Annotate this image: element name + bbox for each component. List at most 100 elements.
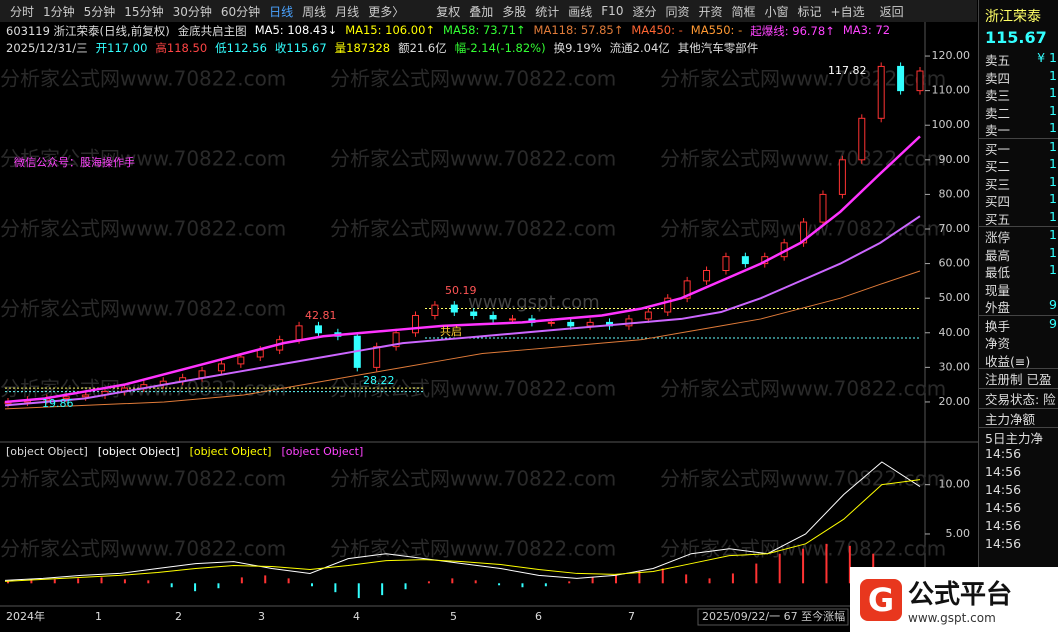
row-label: 换手 — [985, 318, 1011, 334]
candle — [237, 356, 245, 365]
watermark: 分析家公式网www.70822.com — [660, 377, 946, 401]
period-button[interactable]: 分时 — [10, 4, 35, 19]
back-button[interactable]: 返回 — [879, 4, 904, 19]
row-label: 买三 — [985, 176, 1011, 192]
quote-row: 现量 — [979, 280, 1058, 298]
row-label: 买二 — [985, 159, 1011, 174]
period-button[interactable]: 周线 — [302, 4, 327, 19]
tool-button[interactable]: 统计 — [535, 4, 560, 19]
candle — [722, 256, 730, 272]
tool-button[interactable]: 开资 — [698, 4, 723, 19]
tool-button[interactable]: 多股 — [502, 4, 527, 19]
info-item: 起爆线: 96.78↑ — [750, 24, 835, 38]
quote-row: 买五 1 — [979, 209, 1058, 227]
candle — [314, 325, 322, 334]
info-item: 603119 浙江荣泰(日线,前复权) — [6, 24, 170, 38]
info-item: MA5: 108.43↓ — [254, 23, 338, 37]
y-tick-label: 110.00 — [932, 84, 971, 97]
quote-row: 换手 9 — [979, 314, 1058, 334]
quote-row: 卖四 1 — [979, 68, 1058, 86]
info-item: 金底共启主图 — [177, 24, 247, 38]
candle — [82, 394, 90, 398]
ma-line — [4, 215, 921, 407]
macd-header: [object Object] — [281, 445, 363, 458]
macd-header: [object Object] — [6, 445, 88, 458]
period-button[interactable]: 更多〉 — [368, 4, 405, 19]
candle — [586, 321, 594, 327]
toolbar: 分时 1分钟 5分钟 15分钟 30分钟 60分钟 日线 周线 月线 更多〉 复权 叠加 多股 统计 画线 F… — [0, 0, 977, 22]
y-tick-label: 120.00 — [932, 49, 971, 62]
indicator-line: 603119 浙江荣泰(日线,前复权) 金底共启主图 MA5: 108.43↓ MA1… — [6, 23, 890, 39]
logo-icon: G — [860, 578, 902, 621]
x-tick-label: 2024年 — [6, 609, 45, 623]
tool-button[interactable]: 小窗 — [764, 4, 789, 19]
info-item: 换9.19% — [553, 41, 602, 55]
info-item: MA450: - — [631, 23, 683, 37]
row-label: 最高 — [985, 247, 1011, 263]
logo: G 公式平台 www.gspt.com — [850, 567, 1058, 632]
annotation: 微信公众号：股海操作手 — [14, 155, 135, 169]
tool-button[interactable]: F10 — [601, 4, 624, 18]
quote-line: 2025/12/31/三 开117.00 高118.50 低112.56 收115.67… — [6, 40, 758, 56]
period-button[interactable]: 日线 — [269, 4, 294, 19]
info-item: 额21.6亿 — [398, 41, 447, 55]
candle — [509, 318, 517, 321]
flow: 5日主力净 — [979, 427, 1058, 446]
x-tick-label: 1 — [95, 610, 102, 623]
watermark: 分析家公式网www.70822.com — [330, 217, 616, 241]
info-item: MA3: 72 — [842, 23, 891, 37]
x-tick-label: 5 — [450, 610, 457, 623]
row-value: 1 — [1049, 173, 1057, 189]
period-button[interactable]: 15分钟 — [124, 4, 164, 19]
row-value: 1 — [1049, 85, 1057, 100]
candle — [392, 332, 400, 348]
period-button[interactable]: 1分钟 — [43, 4, 75, 19]
tool-button[interactable]: 标记 — [797, 4, 822, 19]
period-button[interactable]: 月线 — [335, 4, 360, 19]
watermark: 分析家公式网www.70822.com — [330, 467, 616, 491]
info-item: 其他汽车零部件 — [677, 41, 759, 55]
side-panel: 浙江荣泰 115.67 卖五 ¥ 1 卖四 1 卖三 1 卖二 1 卖一 1 买一 1 买二 1 买三 1 买四 1 买… — [978, 0, 1058, 632]
y-tick-label: 40.00 — [939, 326, 971, 339]
quote-row: 买三 1 — [979, 174, 1058, 192]
logo-text: 公式平台 www.gspt.com — [908, 574, 1012, 625]
row-label: 外盘 — [985, 300, 1011, 315]
tool-button[interactable]: +自选 — [830, 4, 865, 19]
candle — [431, 304, 439, 316]
candle — [256, 349, 264, 358]
candle — [62, 396, 70, 399]
info-item: 开117.00 — [95, 41, 148, 55]
candle — [897, 65, 905, 92]
tool-button[interactable]: 同资 — [665, 4, 690, 19]
tool-button[interactable]: 逐分 — [632, 4, 657, 19]
quote-row: 最高 1 — [979, 245, 1058, 263]
quote-row: 外盘 9 — [979, 297, 1058, 315]
tool-button[interactable]: 画线 — [568, 4, 593, 19]
period-button[interactable]: 60分钟 — [220, 4, 261, 19]
info-item: MA58: 73.71↑ — [443, 23, 526, 37]
period-button[interactable]: 30分钟 — [172, 4, 212, 19]
tool-button[interactable]: 叠加 — [469, 4, 494, 19]
quote-row: 卖一 1 — [979, 120, 1058, 138]
candle — [800, 221, 808, 244]
watermark: 分析家公式网www.70822.com — [660, 147, 946, 171]
x-tick-label: 2 — [175, 610, 182, 623]
y-tick-label: 70.00 — [939, 222, 971, 235]
candle — [683, 280, 691, 299]
row-label: 买五 — [985, 211, 1011, 227]
tool-button[interactable]: 复权 — [436, 4, 461, 19]
row-label: 买四 — [985, 194, 1011, 209]
watermark: 分析家公式网www.70822.com — [0, 537, 286, 561]
row-value: 1 — [1049, 262, 1057, 277]
candle — [644, 311, 652, 320]
candle — [373, 346, 381, 368]
candle — [877, 65, 885, 119]
row-value: 1 — [1049, 102, 1057, 118]
tick-time: 14:56 — [985, 536, 1022, 551]
period-button[interactable]: 5分钟 — [83, 4, 116, 19]
watermark: 分析家公式网www.70822.com — [0, 467, 286, 491]
tool-button[interactable]: 简框 — [731, 4, 756, 19]
status: 注册制 已盈 — [979, 368, 1058, 388]
row-value: 9 — [1049, 297, 1057, 312]
cursor-label-bg — [697, 608, 849, 626]
